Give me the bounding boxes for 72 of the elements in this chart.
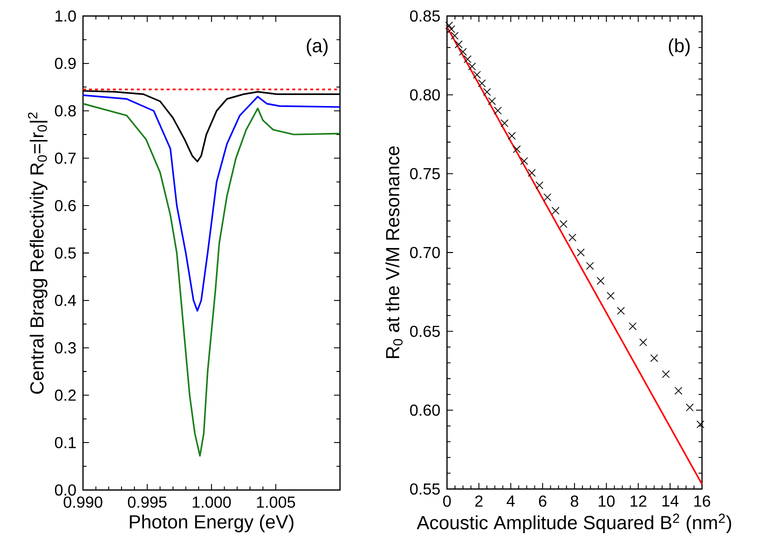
x-tick-label: 10 [598,496,615,507]
x-tick-label: 0.990 [64,496,102,508]
point [512,145,521,154]
point [483,88,491,96]
x-tick-label: 2 [475,496,483,507]
point [445,22,454,30]
y-tick-label: 0.80 [410,89,440,100]
point [662,370,670,378]
y-tick-label: 0.55 [410,483,440,495]
x-axis-title: Photon Energy (eV) [130,514,294,532]
point [464,55,472,64]
y-tick-label: 0.5 [54,247,76,259]
point [639,338,648,346]
point [606,292,615,300]
y-tick-label: 0.75 [410,168,440,180]
y-tick-label: 0.8 [54,105,76,116]
point [528,168,536,177]
annotation: (a) [306,38,328,56]
point [454,40,463,48]
y-axis-title: R$_{0}$ at the V/M Resonance [385,146,403,358]
y-tick-label: 0.2 [54,390,76,401]
y-axis-title: Central Bragg Reflectivity R$_{0}$=|r$_{0}$|$^{2}$ [28,112,48,394]
x-tick-label: 14 [662,496,679,506]
point [447,25,456,34]
y-tick-label: 0.1 [54,436,76,448]
y-tick-label: 0.65 [410,326,440,337]
point [696,420,704,428]
point [560,220,568,228]
x-tick-label: 0 [443,496,451,507]
y-tick-label: 0.9 [54,58,76,70]
point [478,79,486,88]
point [468,62,476,70]
point [508,132,516,140]
point [552,206,560,215]
x-tick-label: 6 [539,496,546,507]
point [586,262,594,270]
y-tick-label: 1.0 [56,10,76,22]
y-tick-label: 0.6 [54,200,76,212]
point [576,248,585,256]
point [459,48,467,56]
y-tick-label: 0.4 [54,294,76,306]
x-tick-label: 1.005 [257,496,296,508]
point [596,276,605,285]
x-tick-label: 8 [570,496,578,507]
point [450,32,459,40]
y-tick-label: 0.0 [54,484,76,496]
point [616,306,625,315]
point [686,404,694,412]
point [536,181,544,190]
point [520,157,528,165]
y-tick-label: 0.7 [54,152,76,164]
point [473,70,481,79]
line-series [82,94,341,312]
y-tick-label: 0.85 [410,10,440,22]
y-tick-label: 0.3 [54,342,76,354]
y-tick-label: 0.60 [410,404,440,416]
annotation: (b) [668,38,690,56]
point [650,354,658,362]
x-tick-label: 16 [694,496,710,507]
point [500,119,508,128]
x-tick-label: 12 [630,496,646,507]
point [674,386,682,395]
x-axis-title: Acoustic Amplitude Squared B$^{2}$ (nm$^{2}$) [416,514,732,534]
point [494,106,502,115]
y-tick-label: 0.70 [410,246,440,258]
x-tick-label: 1.000 [192,496,231,508]
point [568,234,576,242]
point [543,193,552,202]
point [488,97,496,106]
point [628,322,637,330]
x-tick-label: 4 [506,496,515,506]
x-tick-label: 0.995 [128,496,167,508]
